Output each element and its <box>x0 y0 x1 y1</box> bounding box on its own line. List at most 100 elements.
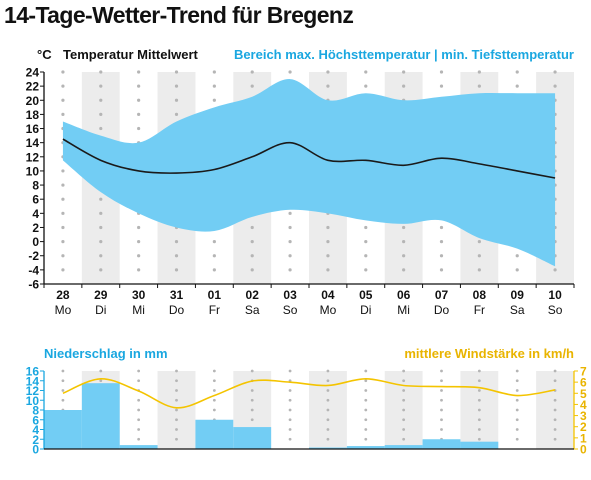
date-label: 02 <box>246 288 260 302</box>
lower-grid-dot <box>515 369 519 373</box>
temperature-grid-dot <box>326 254 330 258</box>
date-label: 04 <box>321 288 335 302</box>
temperature-grid-dot <box>402 240 406 244</box>
wind-line <box>62 377 556 409</box>
temperature-grid-dot <box>61 254 65 258</box>
temperature-grid-dot <box>364 84 368 88</box>
temperature-grid-dot <box>402 84 406 88</box>
lower-grid-dot <box>288 389 292 392</box>
temperature-mean-line <box>62 138 556 179</box>
temperature-grid-dot <box>439 240 444 244</box>
lower-grid-dot <box>137 428 141 431</box>
lower-grid-dot <box>553 379 557 383</box>
lower-grid-dot <box>477 437 481 441</box>
wind-series <box>62 377 556 409</box>
lower-grid-dot <box>553 437 557 441</box>
temperature-grid-dot <box>61 84 65 88</box>
weekday-label: Sa <box>245 303 260 317</box>
lower-grid-dot <box>99 379 103 383</box>
lower-grid-dot <box>440 398 443 402</box>
temperature-grid-dot <box>137 84 141 88</box>
date-label: 28 <box>56 288 70 302</box>
temperature-grid-dot <box>137 70 141 74</box>
temperature-band-area <box>62 79 556 267</box>
temperature-grid-dot <box>402 225 406 230</box>
temperature-grid-dot <box>402 70 406 74</box>
weekday-label: Mi <box>132 303 145 317</box>
lower-grid-dot <box>212 389 216 392</box>
temperature-grid-dot <box>553 268 557 272</box>
temperature-y-tick-label: -2 <box>28 249 39 263</box>
lower-grid-dot <box>175 437 178 441</box>
lower-grid-dot <box>137 437 141 441</box>
precipitation-y-tick-label: 0 <box>32 443 39 457</box>
lower-grid-dot <box>477 398 481 402</box>
lower-grid-dot <box>402 398 406 402</box>
lower-grid-dot <box>440 379 443 383</box>
temperature-grid-dot <box>439 254 444 258</box>
weekday-label: Mo <box>55 303 72 317</box>
lower-grid-dot <box>477 418 481 422</box>
lower-grid-dot <box>364 398 368 402</box>
temperature-grid-dot <box>288 70 292 74</box>
wind-y-tick-label: 4 <box>580 398 587 412</box>
lower-grid-dot <box>364 408 368 412</box>
temperature-grid-dot <box>288 225 292 230</box>
temperature-grid-dot <box>61 197 65 201</box>
lower-grid-dot <box>515 418 519 422</box>
date-label: 05 <box>359 288 373 302</box>
lower-grid-dot <box>477 379 481 383</box>
lower-grid-dot <box>326 389 330 392</box>
temperature-grid-dot <box>174 112 179 116</box>
lower-grid-dot <box>477 369 481 373</box>
temperature-grid-dot <box>174 268 179 272</box>
temperature-y-tick-label: 24 <box>26 66 40 80</box>
temperature-grid-dot <box>288 268 292 272</box>
temperature-grid-dot <box>99 211 103 215</box>
precipitation-y-tick-label: 8 <box>32 404 39 418</box>
precipitation-bar <box>346 446 385 449</box>
precipitation-label: Niederschlag in mm <box>44 346 168 361</box>
temperature-grid-dot <box>174 240 179 244</box>
temperature-y-tick-label: 6 <box>32 193 39 207</box>
lower-grid-dot <box>364 437 368 441</box>
temperature-mean-series <box>62 138 556 179</box>
temperature-grid-dot <box>250 254 254 258</box>
weekday-label: Di <box>360 303 371 317</box>
weekday-label: So <box>548 303 563 317</box>
lower-grid-dot <box>61 398 65 402</box>
lower-grid-dot <box>137 379 141 383</box>
date-label: 03 <box>283 288 297 302</box>
temperature-grid-dot <box>250 84 254 88</box>
lower-grid-dot <box>250 408 254 412</box>
temperature-grid-dot <box>364 254 368 258</box>
lower-grid-dot <box>553 428 557 431</box>
precipitation-y-tick-label: 14 <box>26 374 40 388</box>
temperature-grid-dot <box>99 225 103 230</box>
precipitation-bar <box>195 419 234 449</box>
temperature-grid-dot <box>250 268 254 272</box>
lower-grid-dot <box>61 379 65 383</box>
lower-grid-dot <box>288 398 292 402</box>
temperature-y-tick-label: 8 <box>32 179 39 193</box>
date-label: 29 <box>94 288 108 302</box>
temperature-grid-dot <box>212 84 216 88</box>
temperature-grid-dot <box>477 268 481 272</box>
temperature-grid-dot <box>137 225 141 230</box>
lower-grid-dot <box>477 408 481 412</box>
precipitation-y-tick-label: 16 <box>26 365 40 379</box>
temperature-grid-dot <box>288 240 292 244</box>
weekday-label: Di <box>95 303 106 317</box>
temperature-grid-dot <box>174 84 179 88</box>
temperature-grid-dot <box>99 112 103 116</box>
legend-mean: Temperatur Mittelwert <box>63 47 199 62</box>
temperature-grid-dot <box>137 268 141 272</box>
temperature-grid-dot <box>61 183 65 187</box>
lower-grid-dot <box>515 389 519 392</box>
weekday-label: Fr <box>474 303 485 317</box>
lower-grid-dot <box>250 369 254 373</box>
lower-grid-dot <box>288 369 292 373</box>
lower-grid-dot <box>364 389 368 392</box>
